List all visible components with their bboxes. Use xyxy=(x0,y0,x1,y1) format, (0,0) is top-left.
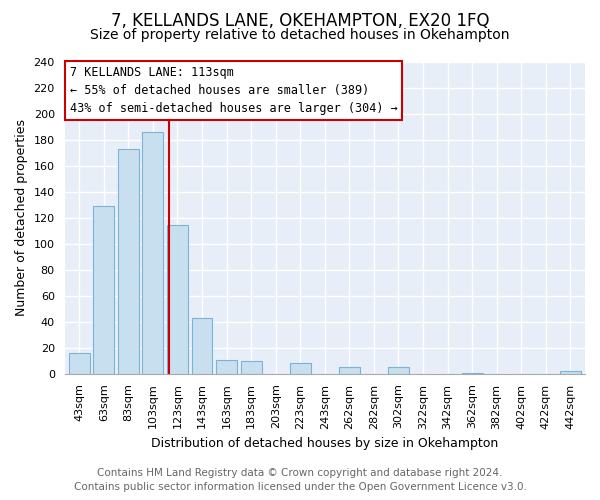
Text: 7, KELLANDS LANE, OKEHAMPTON, EX20 1FQ: 7, KELLANDS LANE, OKEHAMPTON, EX20 1FQ xyxy=(111,12,489,30)
Bar xyxy=(461,372,482,374)
Bar xyxy=(142,132,163,374)
Bar xyxy=(388,368,409,374)
Bar xyxy=(167,226,188,374)
Bar xyxy=(94,206,114,374)
Bar xyxy=(290,364,311,374)
Bar xyxy=(191,318,212,374)
Bar xyxy=(339,368,360,374)
Bar xyxy=(69,353,89,374)
Bar xyxy=(560,371,581,374)
Text: Size of property relative to detached houses in Okehampton: Size of property relative to detached ho… xyxy=(90,28,510,42)
Bar xyxy=(118,148,139,374)
Bar xyxy=(216,360,237,374)
Text: 7 KELLANDS LANE: 113sqm
← 55% of detached houses are smaller (389)
43% of semi-d: 7 KELLANDS LANE: 113sqm ← 55% of detache… xyxy=(70,66,397,115)
Y-axis label: Number of detached properties: Number of detached properties xyxy=(15,119,28,316)
Bar xyxy=(241,361,262,374)
X-axis label: Distribution of detached houses by size in Okehampton: Distribution of detached houses by size … xyxy=(151,437,499,450)
Text: Contains HM Land Registry data © Crown copyright and database right 2024.
Contai: Contains HM Land Registry data © Crown c… xyxy=(74,468,526,492)
